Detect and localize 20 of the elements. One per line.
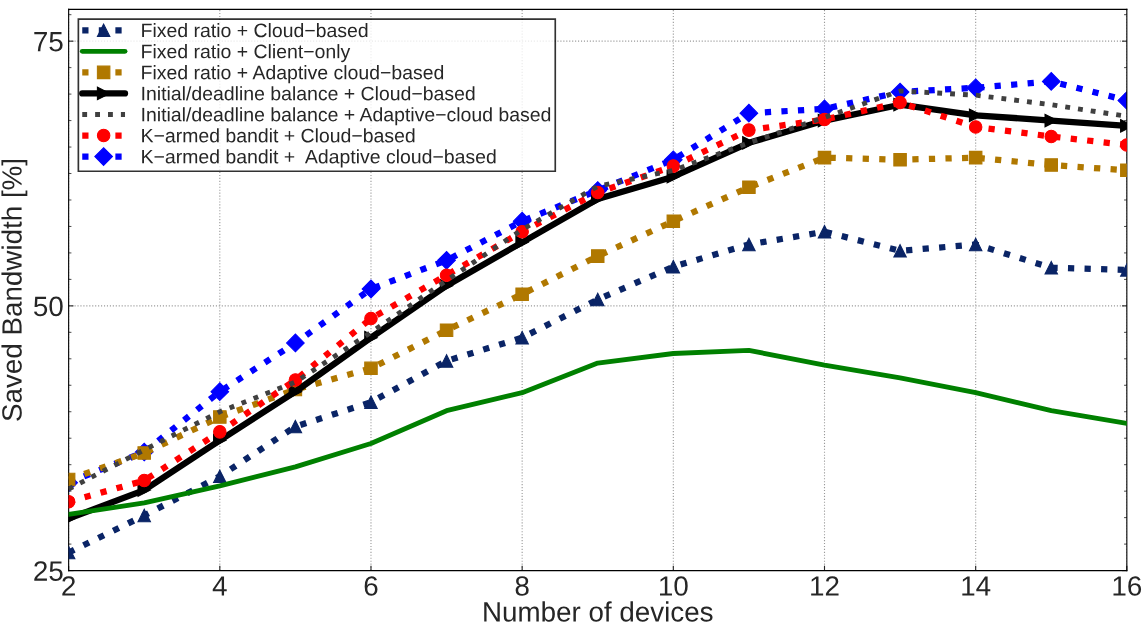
y-axis-title: Saved Bandwidth [%] <box>1 159 28 421</box>
x-tick-label: 6 <box>364 576 378 596</box>
legend-label: K−armed bandit + Adaptive cloud−based <box>142 149 496 168</box>
x-tick-label: 4 <box>212 576 227 596</box>
y-tick-label: 25 <box>34 561 63 581</box>
x-tick-label: 2 <box>62 576 75 596</box>
legend-label: Fixed ratio + Client−only <box>142 44 351 63</box>
y-tick-label: 75 <box>34 32 63 52</box>
legend-label: Initial/deadline balance + Cloud−based <box>142 86 475 101</box>
x-tick-label: 14 <box>962 576 991 596</box>
x-tick-label: 12 <box>811 576 839 596</box>
x-tick-label: 8 <box>515 576 529 596</box>
x-tick-label: 16 <box>1113 576 1142 596</box>
legend-label: Initial/deadline balance + Adaptive−cloud based <box>142 107 551 126</box>
x-tick-label: 10 <box>660 576 688 596</box>
x-axis-title: Number of devices <box>484 601 713 622</box>
y-tick-label: 50 <box>34 296 63 317</box>
legend-label: K−armed bandit + Cloud−based <box>142 128 415 143</box>
legend-label: Fixed ratio + Adaptive cloud−based <box>142 65 444 84</box>
legend-label: Fixed ratio + Cloud−based <box>142 23 368 38</box>
